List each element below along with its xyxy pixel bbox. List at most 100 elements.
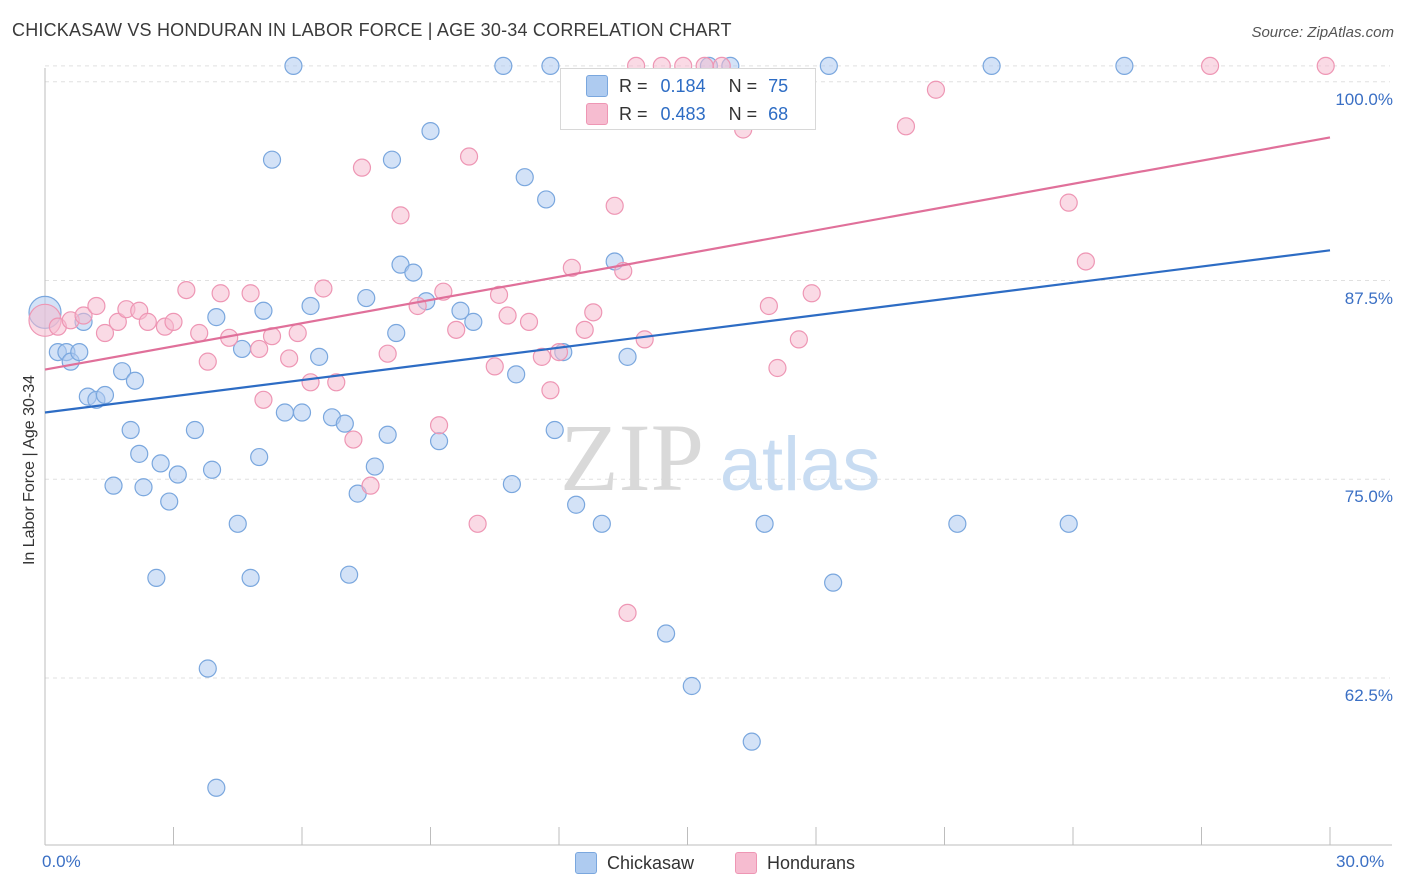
point-honduran (241, 284, 260, 303)
point-chickasaw (104, 476, 123, 495)
point-chickasaw (134, 478, 153, 497)
point-honduran (190, 323, 209, 343)
point-chickasaw (130, 444, 149, 463)
point-chickasaw (340, 565, 359, 584)
watermark: ZIP atlas (560, 404, 880, 511)
y-tick-label: 62.5% (1344, 686, 1393, 706)
point-chickasaw (824, 573, 843, 592)
point-chickasaw (112, 362, 132, 381)
point-chickasaw (207, 778, 226, 797)
point-honduran (618, 603, 637, 622)
point-chickasaw (421, 121, 440, 141)
point-chickasaw (494, 56, 513, 76)
point-honduran (352, 158, 372, 177)
x-tick-label-max: 30.0% (1336, 852, 1385, 871)
gridlines (45, 65, 1390, 679)
point-chickasaw (198, 659, 217, 678)
bottom-legend-label-hondurans: Hondurans (767, 852, 856, 873)
point-honduran (459, 147, 479, 166)
point-chickasaw (357, 288, 376, 308)
point-honduran (198, 352, 217, 371)
point-honduran (562, 258, 581, 277)
point-chickasaw (125, 371, 145, 390)
legend-r-value: 0.483 (660, 103, 706, 124)
point-honduran (485, 357, 504, 376)
point-honduran (789, 330, 808, 349)
legend-n-value: 68 (768, 103, 789, 124)
point-honduran (1316, 56, 1335, 76)
bottom-swatch-hondurans (735, 852, 757, 874)
point-chickasaw (682, 676, 701, 696)
point-honduran (447, 320, 466, 339)
point-chickasaw (537, 190, 556, 209)
legend-r-label: R = (619, 75, 648, 96)
axes (44, 68, 1392, 846)
point-honduran (164, 312, 183, 331)
point-honduran (361, 476, 380, 495)
point-honduran (532, 347, 551, 366)
point-honduran (391, 206, 410, 225)
trend-line-chickasaw (44, 249, 1331, 414)
point-honduran (408, 296, 427, 316)
bottom-legend-hondurans: Hondurans (735, 852, 855, 874)
point-chickasaw (228, 514, 247, 533)
trend-lines (44, 136, 1331, 414)
point-chickasaw (451, 301, 470, 320)
watermark-zip: ZIP (560, 404, 704, 511)
point-honduran (519, 312, 539, 331)
trend-line-honduran (44, 136, 1331, 371)
bottom-legend-chickasaw: Chickasaw (575, 852, 694, 874)
point-chickasaw (292, 403, 312, 422)
point-chickasaw (656, 624, 676, 643)
point-honduran (327, 373, 346, 392)
point-chickasaw (147, 568, 166, 587)
legend-n-label: N = (728, 103, 758, 124)
point-chickasaw (241, 568, 260, 587)
point-chickasaw (168, 465, 187, 484)
point-honduran (635, 330, 654, 349)
y-tick-label: 75.0% (1344, 487, 1393, 507)
point-chickasaw (95, 385, 115, 405)
legend-r-value: 0.184 (660, 75, 706, 96)
point-honduran (138, 312, 157, 331)
point-chickasaw (284, 56, 303, 76)
point-chickasaw (618, 347, 637, 366)
point-honduran (768, 358, 787, 378)
point-chickasaw (592, 514, 611, 533)
point-chickasaw (1115, 56, 1134, 76)
point-chickasaw (567, 495, 586, 514)
point-honduran (314, 279, 333, 298)
point-chickasaw (515, 168, 534, 187)
point-honduran (759, 296, 778, 316)
legend-swatch-hondurans (586, 103, 608, 125)
source-label: Source: ZipAtlas.com (1251, 24, 1394, 41)
point-honduran (489, 285, 509, 304)
point-honduran (429, 416, 449, 435)
bottom-legend-label-chickasaw: Chickasaw (607, 852, 695, 873)
point-honduran (211, 284, 230, 303)
point-honduran (1059, 193, 1078, 212)
legend-n-value: 75 (768, 75, 789, 96)
point-chickasaw (70, 343, 89, 362)
point-chickasaw (121, 420, 140, 440)
point-honduran (541, 381, 560, 400)
point-honduran (926, 80, 946, 99)
point-chickasaw (507, 365, 526, 384)
point-honduran (254, 390, 273, 409)
point-chickasaw (207, 308, 226, 327)
point-chickasaw (545, 420, 564, 440)
point-honduran (1200, 56, 1220, 76)
point-chickasaw (335, 414, 354, 433)
point-chickasaw (365, 457, 384, 476)
point-chickasaw (262, 150, 282, 169)
point-chickasaw (378, 425, 397, 444)
legend-swatch-chickasaw (586, 75, 608, 97)
point-honduran (280, 349, 299, 368)
point-chickasaw (382, 150, 402, 169)
point-chickasaw (151, 454, 170, 473)
point-honduran (108, 312, 127, 331)
point-honduran (584, 303, 603, 322)
series-hondurans (28, 56, 1335, 622)
point-honduran (250, 339, 269, 359)
